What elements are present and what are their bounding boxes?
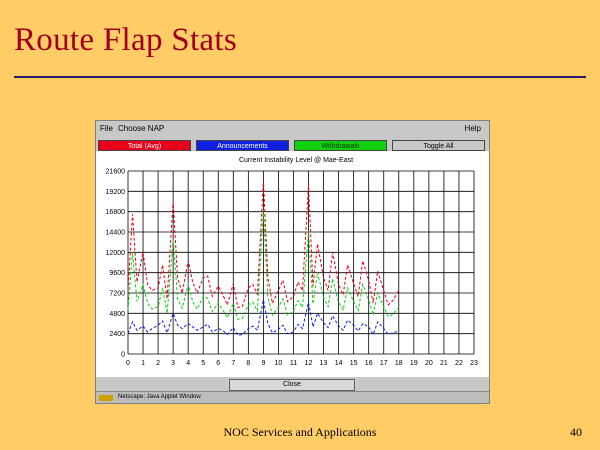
toggle-all-button[interactable]: Toggle All [392, 140, 485, 151]
status-bar: Netscape: Java Applet Window [96, 391, 489, 403]
x-tick-label: 0 [126, 360, 130, 367]
slide-footer: NOC Services and Applications [223, 425, 377, 439]
menu-bar: File Choose NAP Help [96, 121, 489, 137]
y-tick-label: 14400 [106, 230, 126, 237]
x-tick-label: 11 [290, 360, 297, 367]
x-tick-label: 7 [231, 360, 235, 367]
y-tick-label: 7200 [109, 291, 125, 298]
menu-help[interactable]: Help [464, 124, 481, 133]
series-line [127, 209, 400, 320]
x-tick-label: 23 [470, 360, 478, 367]
y-tick-label: 16800 [106, 209, 126, 216]
y-tick-label: 9600 [109, 270, 125, 277]
x-tick-label: 12 [305, 360, 313, 367]
legend-announcements-button[interactable]: Announcements [196, 140, 289, 151]
x-tick-label: 3 [171, 360, 175, 367]
y-tick-label: 2400 [109, 331, 125, 338]
x-tick-label: 20 [425, 360, 433, 367]
x-tick-label: 6 [216, 360, 220, 367]
y-tick-label: 21600 [106, 169, 126, 176]
x-tick-label: 1 [141, 360, 145, 367]
applet-window: File Choose NAP Help Total (Avg) Announc… [95, 120, 490, 404]
x-tick-label: 17 [380, 360, 388, 367]
plot-area-background [96, 151, 489, 377]
x-tick-label: 21 [440, 360, 448, 367]
x-tick-label: 5 [201, 360, 205, 367]
y-tick-label: 0 [121, 352, 125, 359]
applet-warning-icon [99, 395, 113, 401]
x-tick-label: 8 [246, 360, 250, 367]
x-tick-label: 10 [275, 360, 283, 367]
legend-row: Total (Avg) Announcements Withdrawals To… [98, 140, 487, 152]
y-tick-label: 12000 [106, 250, 126, 257]
chart-title: Current Instability Level @ Mae-East [239, 157, 353, 164]
status-text: Netscape: Java Applet Window [118, 394, 201, 400]
x-tick-label: 9 [261, 360, 265, 367]
x-tick-label: 13 [320, 360, 328, 367]
x-tick-label: 4 [186, 360, 190, 367]
x-tick-label: 19 [410, 360, 418, 367]
x-tick-label: 15 [350, 360, 358, 367]
menu-file[interactable]: File [100, 124, 113, 133]
x-tick-label: 16 [365, 360, 373, 367]
slide-title: Route Flap Stats [14, 22, 237, 58]
y-tick-label: 19200 [106, 189, 126, 196]
close-button[interactable]: Close [229, 379, 355, 391]
x-tick-label: 18 [395, 360, 403, 367]
title-rule [14, 76, 586, 78]
x-tick-label: 14 [335, 360, 343, 367]
series-line [127, 180, 400, 308]
x-tick-label: 22 [455, 360, 463, 367]
page-number: 40 [570, 425, 582, 439]
legend-withdrawals-button[interactable]: Withdrawals [294, 140, 387, 151]
menu-choose-nap[interactable]: Choose NAP [118, 124, 165, 133]
legend-total-button[interactable]: Total (Avg) [98, 140, 191, 151]
instability-chart: Current Instability Level @ Mae-East 024… [96, 151, 489, 377]
y-tick-label: 4800 [109, 311, 125, 318]
series-line [127, 299, 399, 336]
x-tick-label: 2 [156, 360, 160, 367]
